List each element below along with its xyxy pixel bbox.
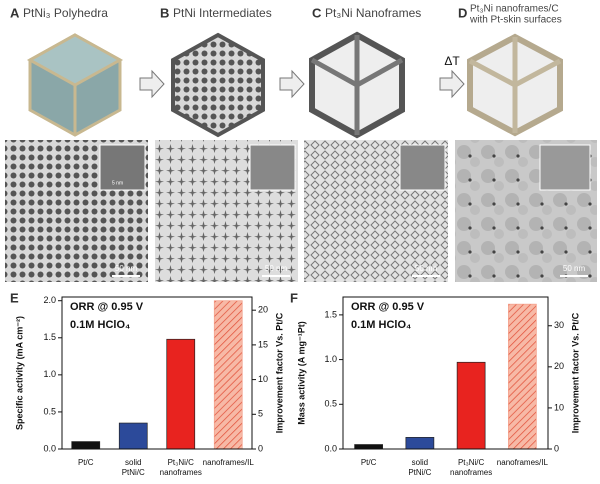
panel-subtitle: with Pt-skin surfaces xyxy=(469,15,562,26)
panel-title: PtNi Intermediates xyxy=(173,6,272,20)
bar xyxy=(456,361,486,450)
polyhedron xyxy=(26,33,124,137)
schematics xyxy=(26,31,563,139)
y2-tick-label: 0 xyxy=(554,443,559,453)
y2-tick-label: 0 xyxy=(258,443,263,453)
y-tick-label: 1.5 xyxy=(324,309,337,319)
x-tick-label: nanoframes/IL xyxy=(497,458,549,467)
bar xyxy=(405,437,435,450)
panel-letter: A xyxy=(10,5,20,20)
y-tick-label: 1.0 xyxy=(43,369,56,379)
y-tick-label: 0.5 xyxy=(43,406,56,416)
x-tick-label: Pt/C xyxy=(78,458,94,467)
panel-letter: F xyxy=(290,290,298,305)
y2-tick-label: 20 xyxy=(258,305,268,315)
nanoframe xyxy=(309,31,405,139)
bar xyxy=(508,303,537,450)
scale-bar-label: 50 nm xyxy=(265,264,288,273)
y2-tick-label: 15 xyxy=(258,339,268,349)
panel-letter: C xyxy=(312,5,322,20)
y2-tick-label: 10 xyxy=(554,402,564,412)
y2-axis-label: Improvement factor Vs. Pt/C xyxy=(570,312,580,433)
plot-frame xyxy=(342,296,549,450)
annotation: 0.1M HClO₄ xyxy=(351,319,411,331)
annotation: 0.1M HClO₄ xyxy=(70,319,130,331)
bar xyxy=(118,422,148,450)
x-tick-label: Pt/C xyxy=(361,458,377,467)
scale-bar-label: 50 nm xyxy=(415,264,438,273)
y2-tick-label: 30 xyxy=(554,320,564,330)
y-tick-label: 1.0 xyxy=(324,354,337,364)
bar xyxy=(71,441,101,450)
panel-title: Pt₃Ni nanoframes/C xyxy=(470,4,559,15)
panel-letter: B xyxy=(160,5,169,20)
scale-bar-label: 50 nm xyxy=(115,264,138,273)
y-tick-label: 1.5 xyxy=(43,332,56,342)
arrows xyxy=(139,69,465,99)
panel-letter: D xyxy=(458,5,467,20)
nanoframe-pt-skin xyxy=(467,33,563,137)
bar xyxy=(354,444,383,450)
y-tick-label: 0.0 xyxy=(43,443,56,453)
y-tick-label: 0.0 xyxy=(324,443,337,453)
bar xyxy=(213,300,243,450)
y2-tick-label: 20 xyxy=(554,361,564,371)
y-tick-label: 0.5 xyxy=(324,399,337,409)
inset-scale: 5 nm xyxy=(112,180,123,186)
annotation: ORR @ 0.95 V xyxy=(351,301,425,313)
x-tick-label: nanoframes/IL xyxy=(203,458,255,467)
y-axis-label: Specific activity (mA cm⁻²) xyxy=(14,316,24,430)
x-tick-label: Pt₃Ni/C nanoframes xyxy=(160,458,202,477)
y2-tick-label: 10 xyxy=(258,374,268,384)
plot-frame xyxy=(61,296,253,450)
bar xyxy=(166,338,196,450)
x-tick-label: solid PtNi/C xyxy=(408,458,431,477)
y-tick-label: 2.0 xyxy=(43,295,56,305)
panel-title: Pt₃Ni Nanoframes xyxy=(325,6,421,20)
intermediate xyxy=(171,32,265,138)
scale-bar-label: 50 nm xyxy=(563,264,586,273)
y-axis-label: Mass activity (A mg⁻¹Pt) xyxy=(296,321,306,424)
tem-images xyxy=(5,140,597,282)
annotation: ORR @ 0.95 V xyxy=(70,301,144,313)
x-tick-label: solid PtNi/C xyxy=(122,458,145,477)
arrow-label: ΔT xyxy=(444,54,460,68)
x-tick-label: Pt₃Ni/C nanoframes xyxy=(450,458,492,477)
y2-axis-label: Improvement factor Vs. Pt/C xyxy=(274,312,284,433)
y2-tick-label: 5 xyxy=(258,409,263,419)
panel-title: PtNi₃ Polyhedra xyxy=(23,6,108,20)
panel-letter: E xyxy=(10,290,19,305)
